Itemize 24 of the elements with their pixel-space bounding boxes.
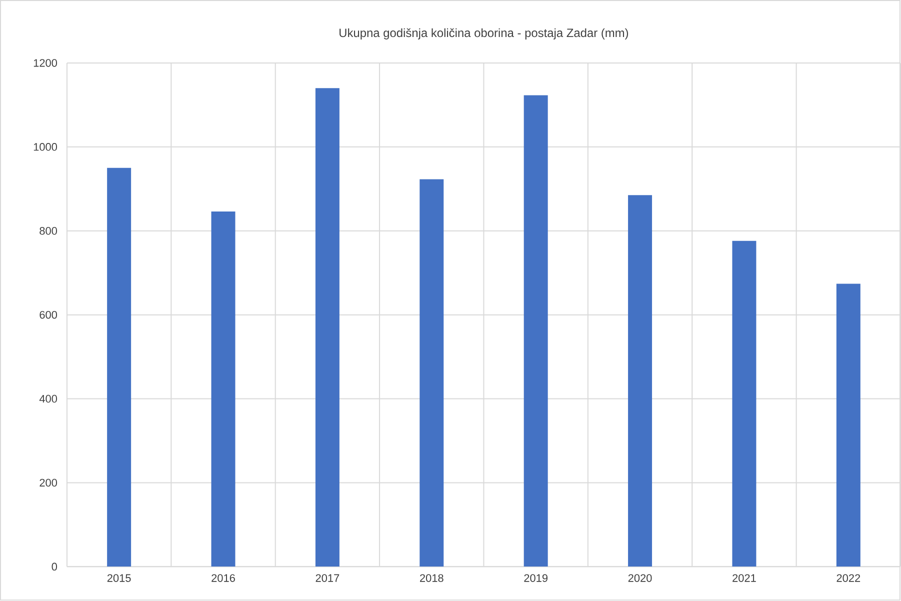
bar [524, 95, 548, 567]
chart-title: Ukupna godišnja količina oborina - postaja Zadar (mm) [340, 28, 628, 40]
x-tick-label: 2017 [316, 574, 340, 582]
x-tick-label: 2018 [420, 574, 444, 582]
bar [628, 195, 652, 567]
y-tick-label: 1200 [34, 59, 58, 67]
x-tick-label: 2021 [732, 574, 756, 582]
y-tick-label: 0 [52, 562, 58, 571]
y-tick-label: 200 [40, 479, 58, 487]
x-tick-label: 2015 [107, 574, 131, 582]
x-tick-label: 2022 [836, 574, 860, 582]
y-tick-label: 600 [40, 311, 58, 319]
bar [211, 212, 236, 567]
y-tick-label: 400 [39, 395, 58, 403]
bar [732, 241, 756, 567]
bar [836, 284, 860, 567]
x-tick-label: 2019 [524, 574, 548, 582]
bar [420, 179, 444, 567]
x-tick-label: 2020 [628, 574, 652, 582]
x-tick-label: 2016 [212, 574, 235, 582]
y-tick-label: 800 [40, 227, 58, 235]
y-tick-label: 1000 [34, 143, 58, 151]
bar [107, 168, 132, 567]
bar [315, 88, 340, 567]
